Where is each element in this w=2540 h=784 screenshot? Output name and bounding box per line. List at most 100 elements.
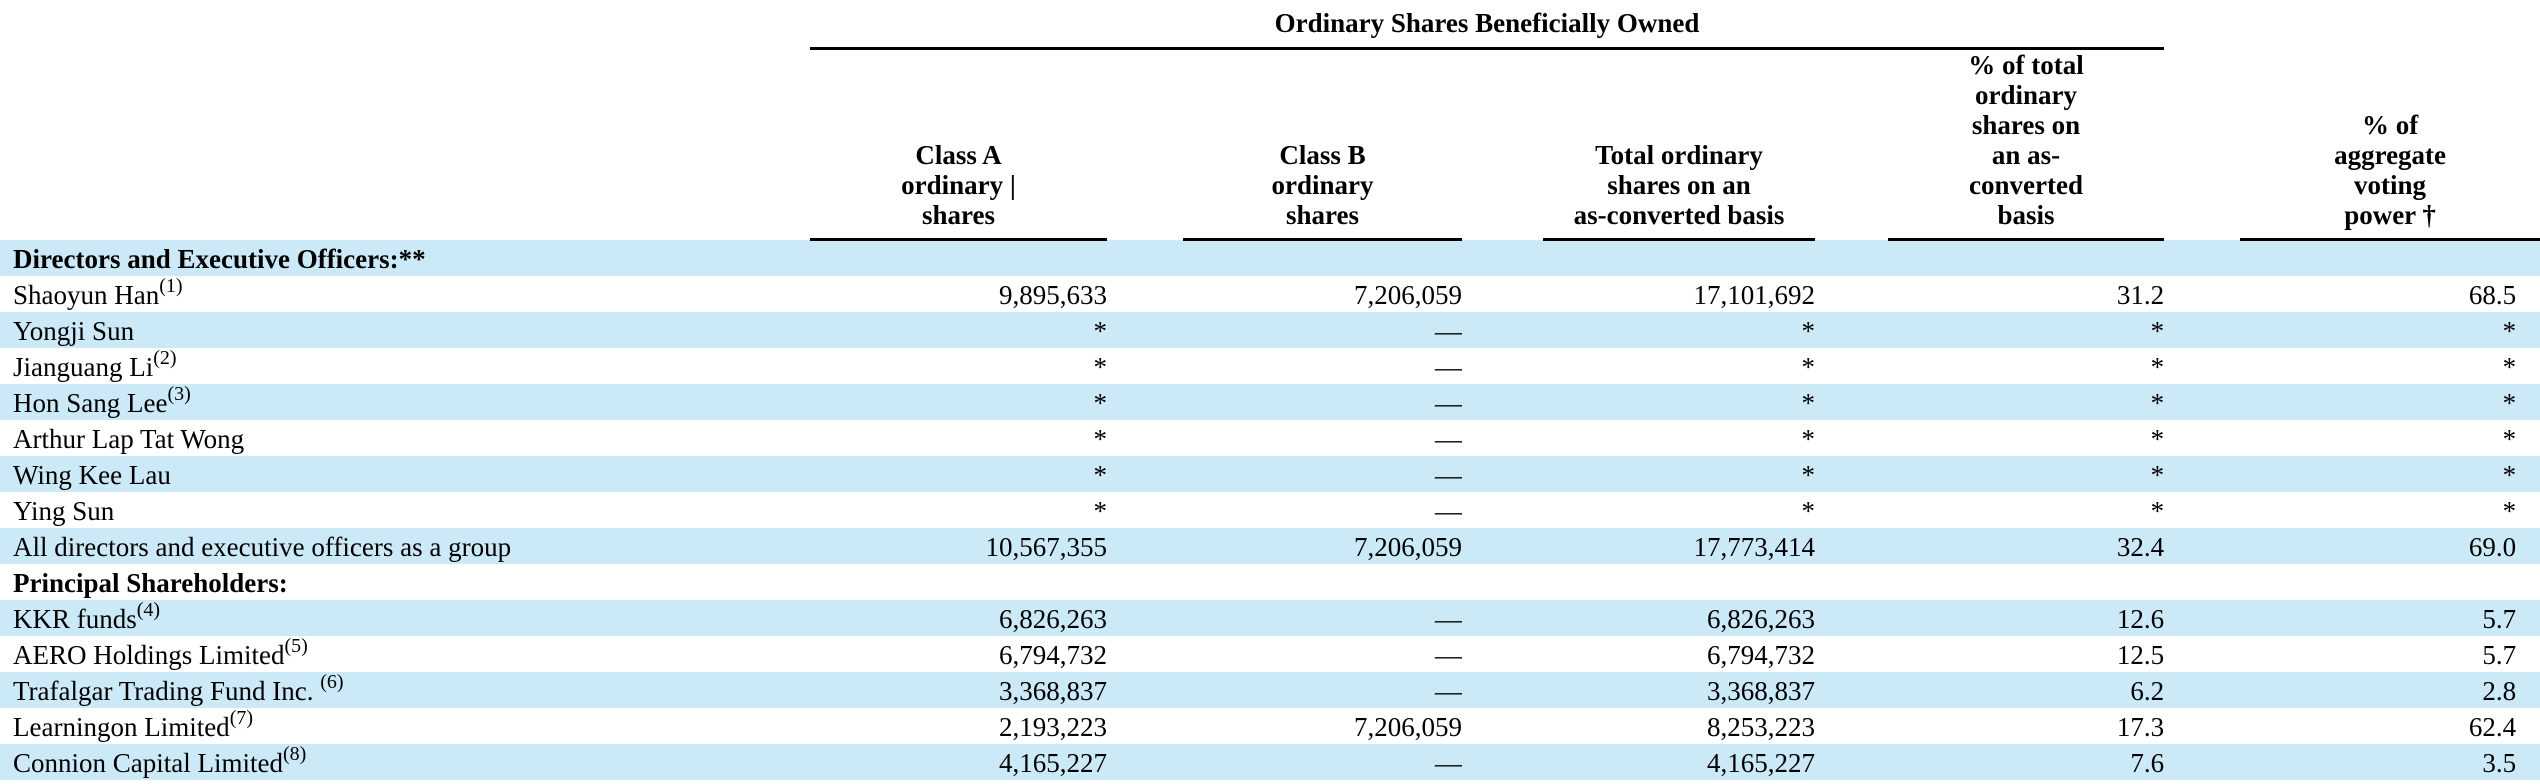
- column-gap: [2164, 744, 2240, 780]
- footnote-reference: (2): [153, 347, 177, 369]
- table-row: Jianguang Li(2) * — * * *: [0, 348, 2540, 384]
- cell-class-b-shares: —: [1435, 639, 1462, 670]
- cell-pct-voting-power: 68.5: [2468, 279, 2517, 310]
- shareholder-name: Ying Sun: [13, 495, 115, 526]
- column-gap: [2164, 564, 2240, 600]
- cell-class-b-shares: [1183, 564, 1462, 600]
- column-gap: [1107, 672, 1183, 708]
- header-gap: [1107, 49, 1183, 240]
- column-gap: [1107, 600, 1183, 636]
- column-gap: [1462, 276, 1543, 312]
- cell-pct-total: *: [2150, 315, 2165, 346]
- table-row: Learningon Limited(7) 2,193,223 7,206,05…: [0, 708, 2540, 744]
- cell-pct-total: *: [2150, 423, 2165, 454]
- cell-pct-voting-power: 5.7: [2482, 603, 2517, 634]
- column-gap: [1462, 600, 1543, 636]
- column-gap: [2164, 456, 2240, 492]
- table-body: Directors and Executive Officers:** Shao…: [0, 239, 2540, 780]
- column-header-pct-total: % of total ordinary shares on an as- con…: [1888, 48, 2165, 241]
- cell-pct-voting-power: *: [2502, 423, 2517, 454]
- shareholder-name: Arthur Lap Tat Wong: [13, 423, 245, 454]
- column-gap: [1107, 456, 1183, 492]
- column-gap: [1815, 600, 1888, 636]
- cell-class-b-shares: —: [1435, 315, 1462, 346]
- shareholder-name-cell: AERO Holdings Limited(5): [0, 636, 810, 672]
- cell-class-a-shares: 4,165,227: [999, 747, 1107, 778]
- cell-total-shares: *: [1801, 351, 1816, 382]
- header-gap: [2164, 0, 2240, 49]
- cell-total-shares: *: [1801, 315, 1816, 346]
- voting-power-spacer: [2240, 0, 2540, 49]
- footnote-reference: (5): [284, 635, 308, 657]
- shareholder-name: Hon Sang Lee: [13, 387, 168, 418]
- name-column-header-empty: [0, 49, 810, 240]
- table-row: Arthur Lap Tat Wong * — * * *: [0, 420, 2540, 456]
- cell-pct-total: 17.3: [2116, 711, 2165, 742]
- cell-class-a-shares: [810, 564, 1107, 600]
- column-header-pct-voting-power: % of aggregate voting power †: [2240, 48, 2540, 241]
- cell-pct-voting-power: 3.5: [2482, 747, 2517, 778]
- cell-class-a-shares: 6,826,263: [999, 603, 1107, 634]
- table-row: AERO Holdings Limited(5) 6,794,732 — 6,7…: [0, 636, 2540, 672]
- shareholder-name-cell: KKR funds(4): [0, 600, 810, 636]
- cell-class-b-shares: —: [1435, 747, 1462, 778]
- cell-class-a-shares: 3,368,837: [999, 675, 1107, 706]
- column-gap: [1462, 672, 1543, 708]
- table-row: All directors and executive officers as …: [0, 527, 2540, 564]
- column-header-class-a-shares: Class A ordinary | shares: [810, 48, 1107, 241]
- shareholder-name: Directors and Executive Officers:**: [13, 243, 426, 274]
- column-gap: [2164, 420, 2240, 456]
- shareholder-name: Trafalgar Trading Fund Inc.: [13, 675, 321, 706]
- column-gap: [1462, 420, 1543, 456]
- column-gap: [1815, 744, 1888, 780]
- cell-pct-voting-power: 2.8: [2482, 675, 2517, 706]
- shareholder-name: Jianguang Li: [13, 351, 154, 382]
- table-row: Hon Sang Lee(3) * — * * *: [0, 383, 2540, 420]
- shareholder-name: Connion Capital Limited: [13, 747, 283, 778]
- cell-total-shares: 6,826,263: [1707, 603, 1815, 634]
- column-gap: [1107, 384, 1183, 420]
- column-gap: [1815, 276, 1888, 312]
- column-gap: [2164, 636, 2240, 672]
- column-gap: [2164, 492, 2240, 528]
- shareholder-name-cell: All directors and executive officers as …: [0, 528, 810, 564]
- footnote-reference: (1): [159, 275, 183, 297]
- cell-pct-total: 12.6: [2116, 603, 2165, 634]
- cell-pct-total: *: [2150, 459, 2165, 490]
- column-header-total-shares: Total ordinary shares on an as-converted…: [1543, 48, 1815, 241]
- shareholder-name: Learningon Limited: [13, 711, 230, 742]
- cell-class-a-shares: *: [1093, 423, 1108, 454]
- footnote-reference: (4): [136, 599, 161, 621]
- table-row: KKR funds(4) 6,826,263 — 6,826,263 12.6 …: [0, 599, 2540, 636]
- column-gap: [1107, 636, 1183, 672]
- table-row: Shaoyun Han(1) 9,895,633 7,206,059 17,10…: [0, 276, 2540, 312]
- column-gap: [1107, 492, 1183, 528]
- cell-pct-voting-power: *: [2502, 351, 2517, 382]
- cell-pct-voting-power: [2240, 564, 2540, 600]
- column-gap: [1815, 636, 1888, 672]
- shareholder-name: Principal Shareholders:: [13, 567, 288, 598]
- table-row: Trafalgar Trading Fund Inc. (6) 3,368,83…: [0, 671, 2540, 708]
- shareholder-name-cell: Wing Kee Lau: [0, 456, 810, 492]
- cell-class-b-shares: —: [1435, 495, 1462, 526]
- shareholder-name-cell: Directors and Executive Officers:**: [0, 240, 810, 276]
- cell-class-a-shares: *: [1093, 351, 1108, 382]
- shareholder-name: Yongji Sun: [13, 315, 135, 346]
- table-row: Directors and Executive Officers:**: [0, 239, 2540, 276]
- cell-pct-total: 12.5: [2116, 639, 2165, 670]
- column-gap: [2164, 348, 2240, 384]
- column-gap: [1462, 636, 1543, 672]
- column-gap: [1462, 240, 1543, 276]
- group-header-row: Ordinary Shares Beneficially Owned: [0, 0, 2540, 50]
- cell-class-a-shares: *: [1093, 315, 1108, 346]
- shareholder-name: KKR funds: [13, 603, 137, 634]
- cell-total-shares: 4,165,227: [1707, 747, 1815, 778]
- cell-pct-voting-power: [2240, 240, 2540, 276]
- cell-class-a-shares: 6,794,732: [999, 639, 1107, 670]
- column-gap: [2164, 240, 2240, 276]
- column-gap: [2164, 600, 2240, 636]
- cell-class-a-shares: *: [1093, 387, 1108, 418]
- cell-total-shares: [1543, 240, 1815, 276]
